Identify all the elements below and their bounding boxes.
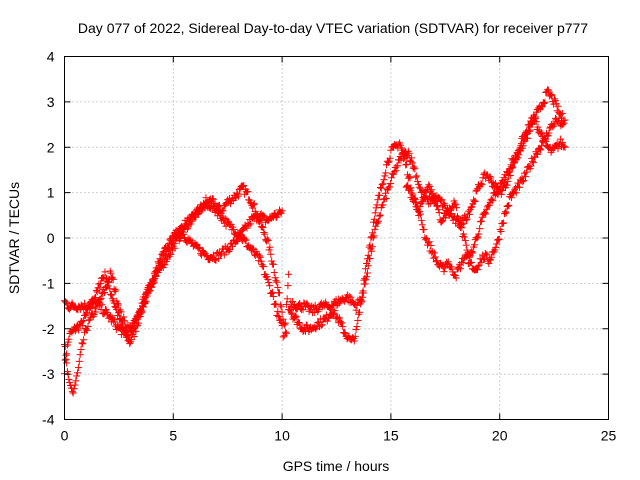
x-tick-label: 25 xyxy=(601,428,617,444)
x-tick-label: 5 xyxy=(169,428,177,444)
y-tick-label: -2 xyxy=(42,321,55,337)
y-tick-label: 4 xyxy=(47,49,55,65)
data-points xyxy=(61,86,569,397)
y-tick-label: -4 xyxy=(42,412,55,428)
series-track-D xyxy=(285,115,569,345)
series-track-F xyxy=(402,114,567,274)
x-tick-label: 0 xyxy=(61,428,69,444)
y-tick-label: 1 xyxy=(47,185,55,201)
y-tick-label: -3 xyxy=(42,366,55,382)
y-tick-label: 0 xyxy=(47,230,55,246)
y-axis-label: SDTVAR / TECUs xyxy=(6,182,22,294)
x-tick-label: 15 xyxy=(383,428,399,444)
y-tick-label: 2 xyxy=(47,139,55,155)
x-tick-label: 10 xyxy=(274,428,290,444)
x-tick-label: 20 xyxy=(492,428,508,444)
series-track-C xyxy=(61,194,293,346)
y-tick-label: 3 xyxy=(47,94,55,110)
grid xyxy=(64,56,609,420)
x-axis-label: GPS time / hours xyxy=(283,458,390,474)
y-tick-label: -1 xyxy=(42,275,55,291)
chart-title: Day 077 of 2022, Sidereal Day-to-day VTE… xyxy=(78,20,588,36)
ticks: 0 5 10 15 20 25 -4 -3 -2 -1 0 1 2 3 4 xyxy=(42,49,616,444)
